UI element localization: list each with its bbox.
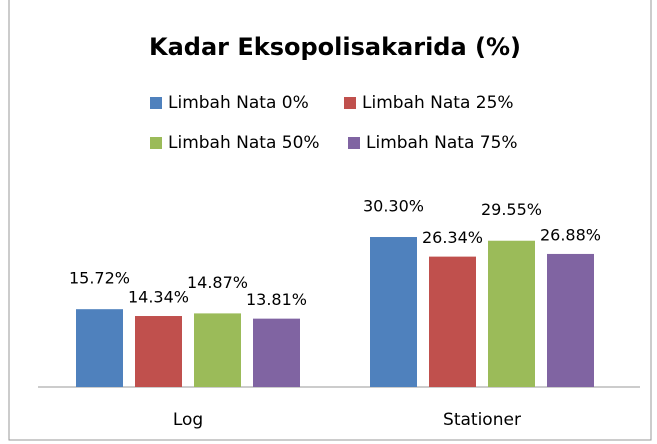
bar: [135, 316, 182, 387]
chart-title: Kadar Eksopolisakarida (%): [149, 33, 521, 61]
x-tick-label: Log: [173, 410, 203, 430]
legend-swatch: [150, 137, 162, 149]
data-label: 26.34%: [422, 228, 483, 247]
data-label: 29.55%: [481, 200, 542, 219]
bar: [194, 313, 241, 387]
bar: [429, 256, 476, 387]
x-tick-label: Stationer: [443, 410, 521, 430]
bar: [253, 318, 300, 387]
bar: [370, 237, 417, 387]
data-label: 15.72%: [69, 269, 130, 288]
bar: [488, 240, 535, 387]
legend-text: Limbah Nata 0%: [168, 93, 309, 113]
legend-swatch: [150, 97, 162, 109]
legend-swatch: [344, 97, 356, 109]
data-label: 14.87%: [187, 273, 248, 292]
legend-text: Limbah Nata 25%: [362, 93, 514, 113]
bar: [76, 309, 123, 387]
legend-text: Limbah Nata 75%: [366, 133, 518, 153]
legend-swatch: [348, 137, 360, 149]
data-label: 14.34%: [128, 288, 189, 307]
data-label: 30.30%: [363, 197, 424, 216]
legend-text: Limbah Nata 50%: [168, 133, 320, 153]
data-label: 26.88%: [540, 225, 601, 244]
data-label: 13.81%: [246, 290, 307, 309]
bar: [547, 253, 594, 387]
